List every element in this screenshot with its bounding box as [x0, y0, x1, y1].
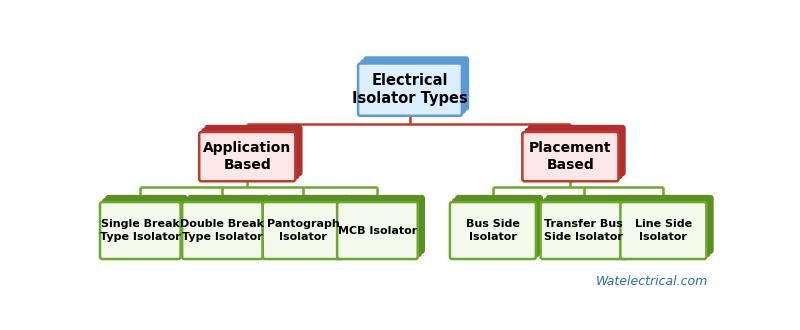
FancyBboxPatch shape	[340, 199, 421, 256]
FancyBboxPatch shape	[529, 126, 625, 175]
FancyBboxPatch shape	[269, 196, 350, 253]
FancyBboxPatch shape	[626, 196, 713, 253]
FancyBboxPatch shape	[337, 202, 418, 259]
Text: Watelectrical.com: Watelectrical.com	[596, 275, 708, 287]
Text: Electrical
Isolator Types: Electrical Isolator Types	[352, 73, 468, 107]
FancyBboxPatch shape	[621, 202, 706, 259]
FancyBboxPatch shape	[450, 202, 536, 259]
FancyBboxPatch shape	[182, 202, 262, 259]
FancyBboxPatch shape	[343, 196, 424, 253]
Text: Pantograph
Isolator: Pantograph Isolator	[266, 219, 339, 242]
FancyBboxPatch shape	[623, 199, 710, 256]
FancyBboxPatch shape	[202, 129, 298, 178]
FancyBboxPatch shape	[100, 202, 181, 259]
FancyBboxPatch shape	[456, 196, 542, 253]
Text: Single Break
Type Isolator: Single Break Type Isolator	[100, 219, 181, 242]
FancyBboxPatch shape	[106, 196, 187, 253]
Text: Application
Based: Application Based	[203, 141, 291, 172]
FancyBboxPatch shape	[262, 202, 343, 259]
Text: Placement
Based: Placement Based	[529, 141, 612, 172]
FancyBboxPatch shape	[103, 199, 184, 256]
FancyBboxPatch shape	[199, 132, 295, 181]
FancyBboxPatch shape	[364, 57, 468, 110]
FancyBboxPatch shape	[546, 196, 633, 253]
Text: Transfer Bus
Side Isolator: Transfer Bus Side Isolator	[544, 219, 623, 242]
FancyBboxPatch shape	[522, 132, 618, 181]
FancyBboxPatch shape	[361, 60, 465, 113]
FancyBboxPatch shape	[453, 199, 539, 256]
FancyBboxPatch shape	[206, 126, 302, 175]
FancyBboxPatch shape	[544, 199, 630, 256]
Text: Double Break
Type Isolator: Double Break Type Isolator	[181, 219, 265, 242]
FancyBboxPatch shape	[186, 199, 266, 256]
Text: Line Side
Isolator: Line Side Isolator	[635, 219, 692, 242]
Text: MCB Isolator: MCB Isolator	[338, 226, 417, 236]
FancyBboxPatch shape	[541, 202, 626, 259]
FancyBboxPatch shape	[188, 196, 269, 253]
FancyBboxPatch shape	[526, 129, 622, 178]
FancyBboxPatch shape	[266, 199, 346, 256]
FancyBboxPatch shape	[358, 63, 462, 116]
Text: Bus Side
Isolator: Bus Side Isolator	[466, 219, 520, 242]
